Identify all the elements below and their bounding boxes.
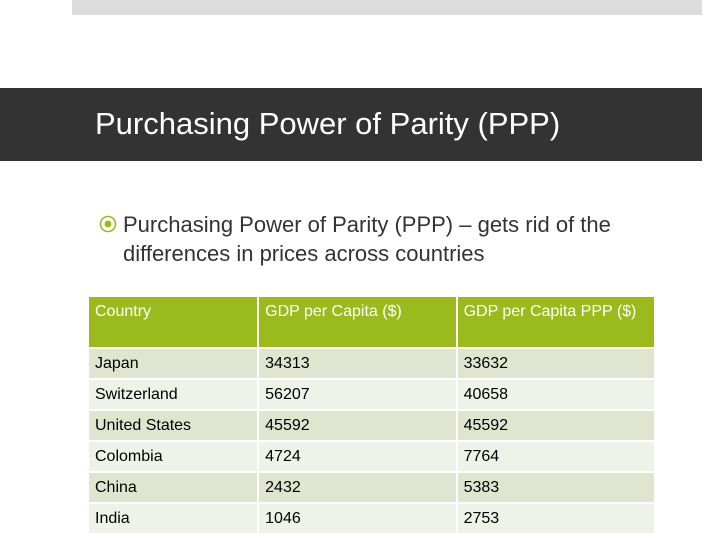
cell-country: United States	[89, 411, 258, 440]
table-row: Colombia 4724 7764	[89, 442, 654, 471]
table-row: India 1046 2753	[89, 504, 654, 533]
cell-country: China	[89, 473, 258, 502]
cell-gdp-ppp: 40658	[457, 380, 654, 409]
table-row: China 2432 5383	[89, 473, 654, 502]
slide-title: Purchasing Power of Parity (PPP)	[95, 106, 561, 141]
cell-gdp: 56207	[259, 380, 456, 409]
cell-country: Colombia	[89, 442, 258, 471]
cell-country: Japan	[89, 349, 258, 378]
circle-bullet-icon	[99, 215, 117, 233]
cell-gdp: 45592	[259, 411, 456, 440]
header-country: Country	[89, 297, 258, 347]
bullet-text: Purchasing Power of Parity (PPP) – gets …	[123, 212, 611, 266]
cell-country: India	[89, 504, 258, 533]
table-row: Switzerland 56207 40658	[89, 380, 654, 409]
cell-gdp-ppp: 33632	[457, 349, 654, 378]
cell-country: Switzerland	[89, 380, 258, 409]
cell-gdp: 34313	[259, 349, 456, 378]
cell-gdp-ppp: 5383	[457, 473, 654, 502]
table-row: Japan 34313 33632	[89, 349, 654, 378]
cell-gdp: 1046	[259, 504, 456, 533]
gdp-table: Country GDP per Capita ($) GDP per Capit…	[87, 295, 656, 535]
title-bar	[0, 88, 702, 161]
cell-gdp-ppp: 2753	[457, 504, 654, 533]
cell-gdp: 4724	[259, 442, 456, 471]
cell-gdp-ppp: 7764	[457, 442, 654, 471]
header-gdp-per-capita: GDP per Capita ($)	[259, 297, 456, 347]
table-row: United States 45592 45592	[89, 411, 654, 440]
top-decoration-strip	[72, 0, 702, 15]
cell-gdp: 2432	[259, 473, 456, 502]
cell-gdp-ppp: 45592	[457, 411, 654, 440]
table-header-row: Country GDP per Capita ($) GDP per Capit…	[89, 297, 654, 347]
bullet-point: Purchasing Power of Parity (PPP) – gets …	[99, 210, 679, 268]
header-gdp-per-capita-ppp: GDP per Capita PPP ($)	[457, 297, 654, 347]
